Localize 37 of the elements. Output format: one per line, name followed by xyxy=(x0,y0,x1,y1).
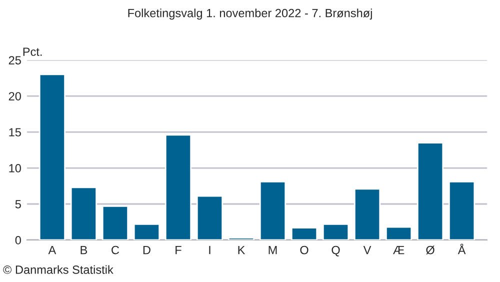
bar xyxy=(385,226,412,240)
y-tick-label: 20 xyxy=(8,92,21,100)
x-tick-label: I xyxy=(209,246,210,254)
x-tick-label: Q xyxy=(332,246,340,256)
bar xyxy=(102,205,129,240)
bar xyxy=(38,74,66,240)
x-tick-label: B xyxy=(80,246,88,254)
y-tick-label: 10 xyxy=(9,164,21,172)
y-axis-title: Pct. xyxy=(23,48,42,56)
bar xyxy=(416,142,444,240)
y-tick-label: 25 xyxy=(8,56,21,64)
x-tick-label: M xyxy=(268,246,277,254)
y-tick-label: 15 xyxy=(9,128,21,136)
text: © Danmarks Statistik xyxy=(3,265,114,274)
bar xyxy=(259,180,286,240)
chart-title: Folketingsvalg 1. november 2022 - 7. Brønshøj xyxy=(128,8,372,20)
x-tick-label: K xyxy=(238,246,246,254)
bar xyxy=(164,134,192,240)
y-tick-label: 5 xyxy=(15,200,21,208)
y-tick-label: 0 xyxy=(15,236,21,244)
x-tick-label: C xyxy=(112,246,120,254)
x-tick-label: O xyxy=(300,246,308,254)
x-tick-label: Æ xyxy=(393,246,404,254)
x-tick-label: Å xyxy=(458,244,466,254)
x-tick-label: D xyxy=(143,246,150,254)
bar xyxy=(322,223,350,240)
x-tick-label: V xyxy=(363,246,372,254)
bar xyxy=(448,180,476,240)
x-tick-label: A xyxy=(48,246,56,254)
bar xyxy=(133,223,160,240)
bar xyxy=(70,186,98,240)
bar xyxy=(196,195,224,240)
x-tick-label: Ø xyxy=(426,246,434,254)
bar xyxy=(290,227,318,240)
x-tick-label: F xyxy=(176,246,182,254)
bar xyxy=(354,188,381,240)
bar xyxy=(228,237,255,240)
